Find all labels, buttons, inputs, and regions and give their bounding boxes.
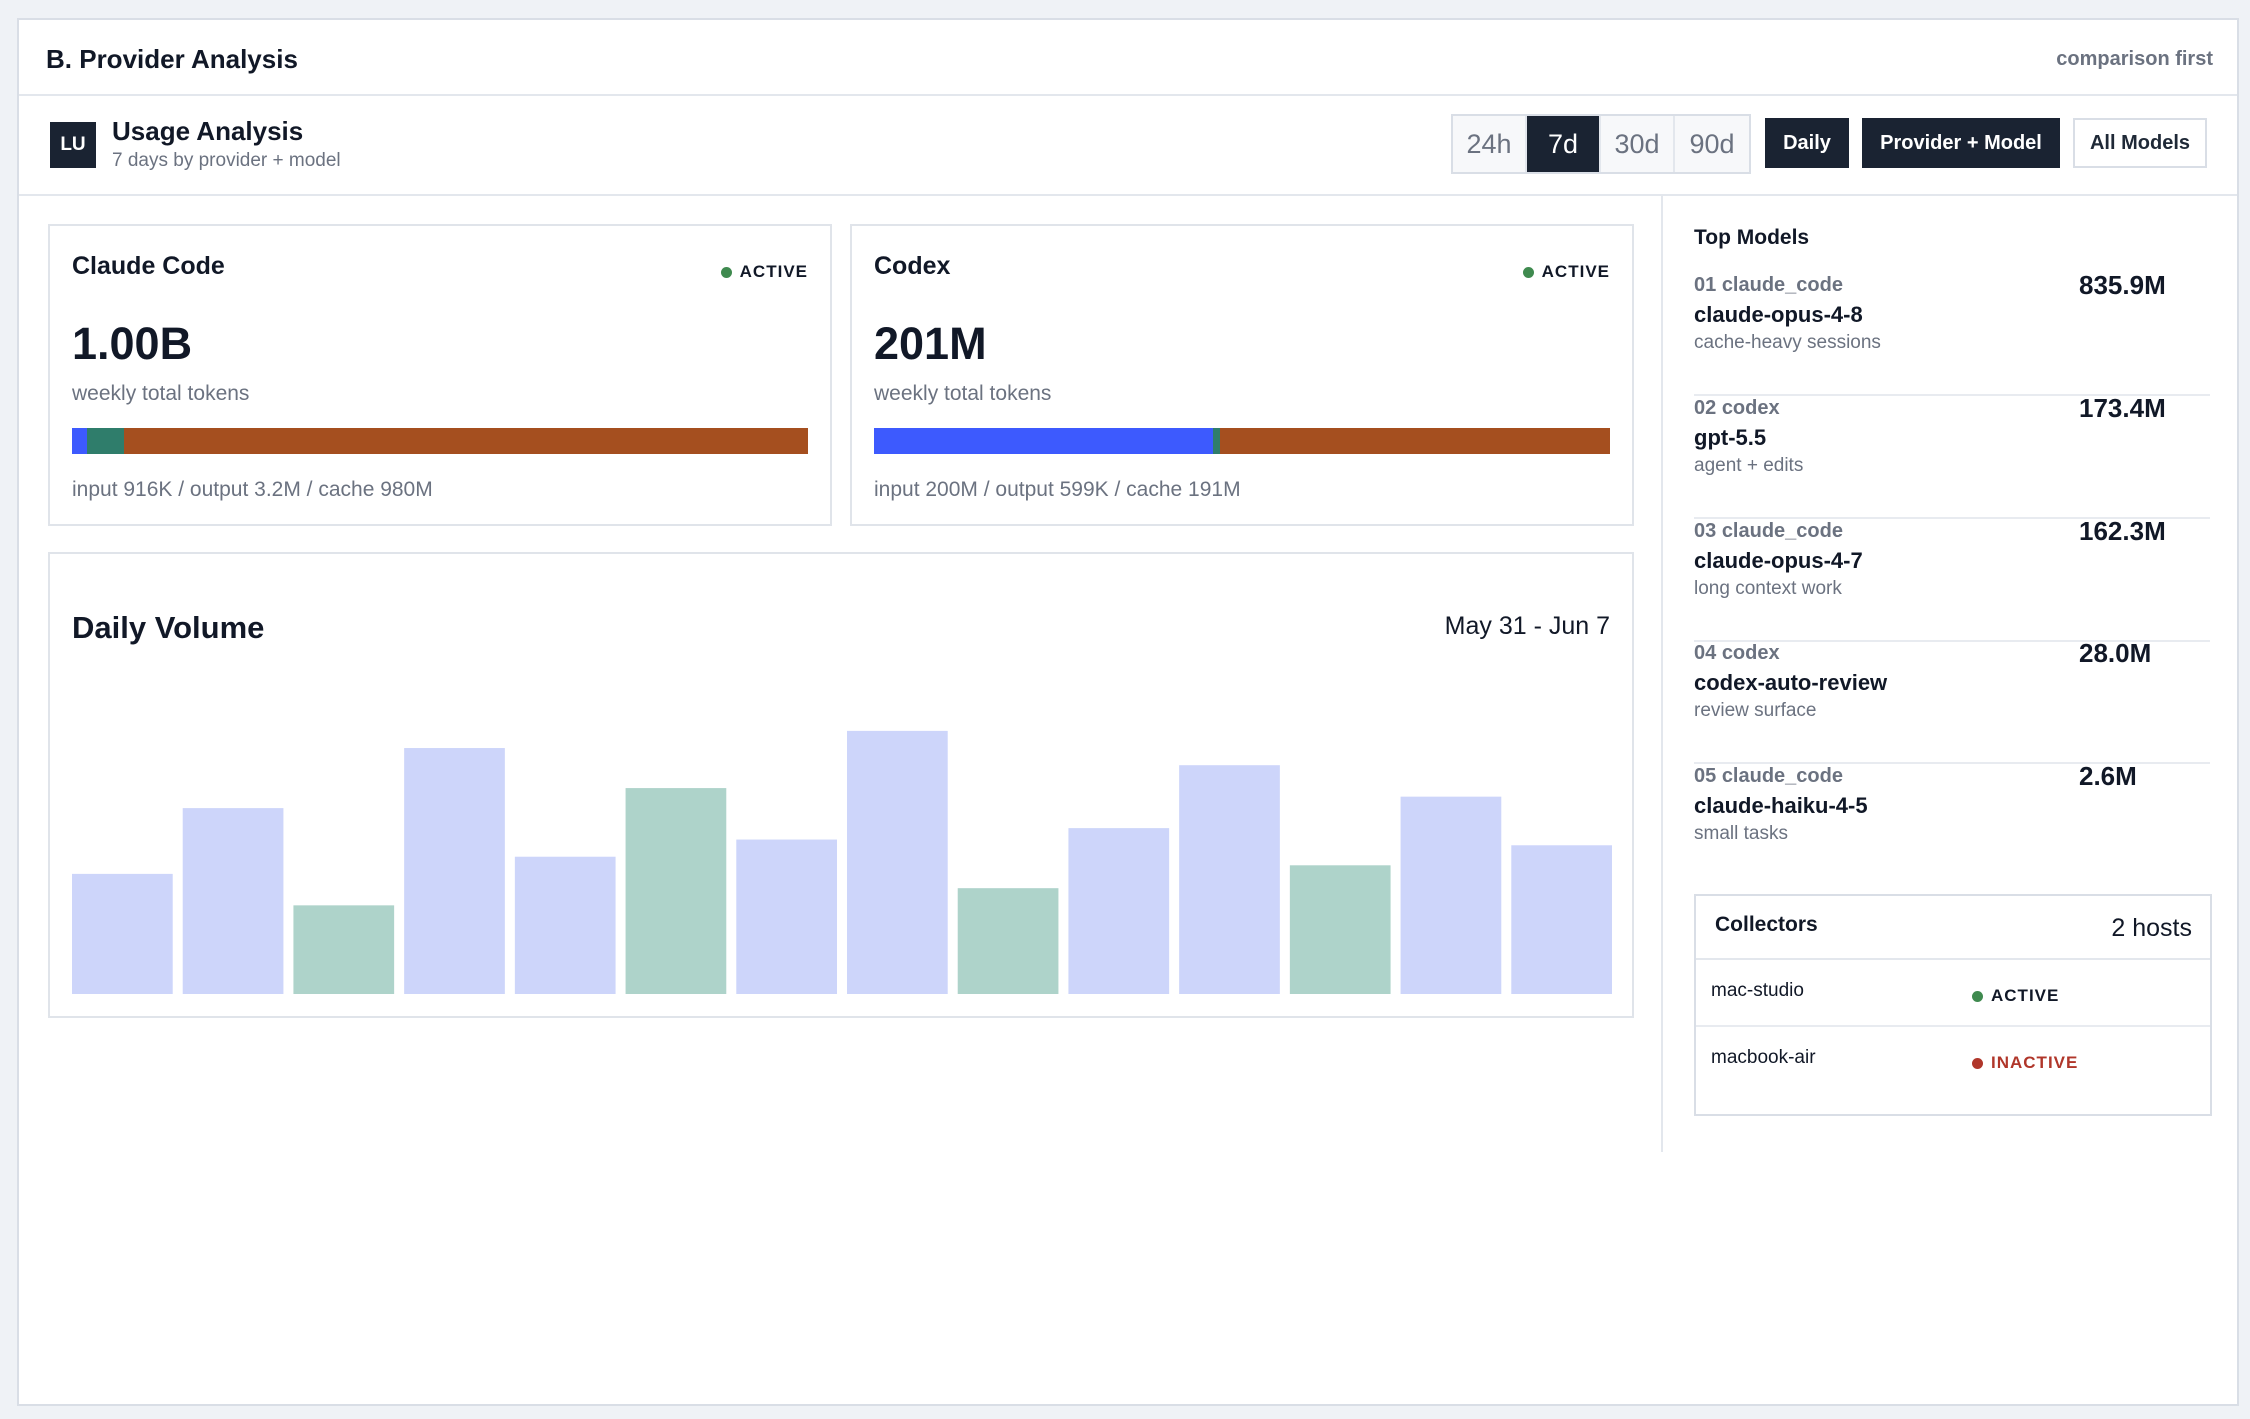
panel-header: B. Provider Analysis comparison first	[19, 20, 2237, 96]
daily-bar[interactable]	[514, 856, 616, 994]
collector-row[interactable]: mac-studio ACTIVE	[1696, 960, 2210, 1027]
model-rank-provider: 01 claude_code	[1694, 274, 1843, 296]
collector-row[interactable]: macbook-air INACTIVE	[1696, 1027, 2210, 1094]
model-tokens: 835.9M	[2079, 270, 2166, 300]
model-desc: review surface	[1694, 700, 1817, 721]
range-30d-button[interactable]: 30d	[1601, 116, 1675, 172]
grouping-button[interactable]: Provider + Model	[1862, 118, 2060, 168]
top-model-item[interactable]: 01 claude_code claude-opus-4-8 cache-hea…	[1694, 270, 2210, 396]
provider-analysis-panel: B. Provider Analysis comparison first LU…	[17, 18, 2239, 1406]
status-label: ACTIVE	[1991, 986, 2060, 1005]
page-subtitle: 7 days by provider + model	[112, 150, 341, 171]
chart-date-range: May 31 - Jun 7	[1444, 612, 1610, 640]
range-7d-button[interactable]: 7d	[1527, 116, 1601, 172]
panel-tag: comparison first	[2056, 48, 2213, 70]
model-desc: small tasks	[1694, 823, 1788, 844]
top-model-item[interactable]: 04 codex codex-auto-review review surfac…	[1694, 638, 2210, 764]
bar-segment-input	[72, 428, 87, 454]
provider-card-codex: Codex ACTIVE 201M weekly total tokens in…	[850, 224, 1634, 526]
daily-bar[interactable]	[1511, 845, 1612, 994]
daily-bar[interactable]	[404, 748, 505, 994]
collector-host: macbook-air	[1711, 1047, 1816, 1068]
model-desc: long context work	[1694, 578, 1842, 599]
model-tokens: 173.4M	[2079, 393, 2166, 423]
provider-total: 1.00B	[72, 318, 193, 369]
token-breakdown: input 200M / output 599K / cache 191M	[874, 478, 1241, 501]
top-model-item[interactable]: 02 codex gpt-5.5 agent + edits 173.4M	[1694, 393, 2210, 519]
model-name: gpt-5.5	[1694, 425, 1767, 450]
token-breakdown: input 916K / output 3.2M / cache 980M	[72, 478, 433, 501]
daily-bar[interactable]	[847, 730, 948, 994]
toolbar: LU Usage Analysis 7 days by provider + m…	[19, 96, 2237, 196]
daily-bar[interactable]	[736, 839, 837, 994]
bar-segment-output	[86, 428, 124, 454]
provider-total: 201M	[874, 318, 987, 369]
collector-status: INACTIVE	[1972, 1053, 2078, 1073]
daily-bar[interactable]	[293, 905, 395, 994]
panel-title: B. Provider Analysis	[46, 44, 298, 74]
page-title: Usage Analysis	[112, 116, 304, 146]
status-badge: ACTIVE	[1522, 262, 1610, 282]
status-dot-icon	[1522, 266, 1534, 278]
collectors-header: Collectors 2 hosts	[1696, 896, 2210, 960]
status-badge: ACTIVE	[720, 262, 808, 282]
model-name: claude-opus-4-7	[1694, 548, 1863, 573]
daily-bar[interactable]	[182, 808, 284, 994]
model-rank-provider: 05 claude_code	[1694, 765, 1843, 787]
provider-card-claude-code: Claude Code ACTIVE 1.00B weekly total to…	[48, 224, 832, 526]
model-name: claude-haiku-4-5	[1694, 793, 1868, 818]
time-range-selector: 24h 7d 30d 90d	[1451, 114, 1751, 174]
status-dot-icon	[1972, 990, 1983, 1002]
daily-volume-chart	[72, 730, 1612, 994]
token-mix-bar	[72, 428, 808, 454]
collectors-count: 2 hosts	[2111, 914, 2192, 942]
model-rank-provider: 03 claude_code	[1694, 520, 1843, 542]
top-model-item[interactable]: 03 claude_code claude-opus-4-7 long cont…	[1694, 516, 2210, 642]
daily-volume-card: Daily Volume May 31 - Jun 7	[48, 552, 1634, 1018]
daily-bar[interactable]	[1068, 828, 1170, 994]
model-name: codex-auto-review	[1694, 670, 1888, 695]
model-tokens: 2.6M	[2079, 761, 2137, 791]
bar-segment-cache	[1219, 428, 1610, 454]
daily-bar[interactable]	[1179, 765, 1280, 994]
model-tokens: 28.0M	[2079, 638, 2152, 668]
collectors-table: Collectors 2 hosts mac-studio ACTIVE mac…	[1694, 894, 2212, 1116]
model-name: claude-opus-4-8	[1694, 302, 1863, 327]
sidebar-divider	[1661, 196, 1663, 1152]
status-label: INACTIVE	[1991, 1053, 2079, 1072]
model-rank-provider: 02 codex	[1694, 397, 1780, 419]
bar-segment-output	[1212, 428, 1220, 454]
status-label: ACTIVE	[1541, 262, 1610, 281]
granularity-button[interactable]: Daily	[1765, 118, 1849, 168]
app-logo: LU	[50, 122, 96, 168]
daily-bar[interactable]	[1400, 796, 1502, 994]
status-dot-icon	[720, 266, 732, 278]
bar-segment-input	[874, 428, 1213, 454]
range-24h-button[interactable]: 24h	[1453, 116, 1527, 172]
model-rank-provider: 04 codex	[1694, 642, 1780, 664]
provider-name: Claude Code	[72, 252, 225, 280]
daily-bar[interactable]	[1289, 865, 1391, 994]
status-label: ACTIVE	[739, 262, 808, 281]
bar-segment-cache	[123, 428, 808, 454]
range-90d-button[interactable]: 90d	[1689, 128, 1735, 159]
top-models-title: Top Models	[1694, 226, 1810, 249]
daily-bar[interactable]	[957, 888, 1059, 994]
provider-total-label: weekly total tokens	[72, 382, 250, 405]
model-tokens: 162.3M	[2079, 516, 2166, 546]
model-filter-button[interactable]: All Models	[2073, 118, 2207, 168]
daily-bar[interactable]	[72, 873, 173, 994]
collector-host: mac-studio	[1711, 980, 1804, 1001]
token-mix-bar	[874, 428, 1610, 454]
provider-total-label: weekly total tokens	[874, 382, 1052, 405]
provider-name: Codex	[874, 252, 951, 280]
chart-title: Daily Volume	[72, 610, 265, 645]
daily-bar[interactable]	[625, 788, 727, 994]
top-model-item[interactable]: 05 claude_code claude-haiku-4-5 small ta…	[1694, 761, 2210, 887]
model-desc: cache-heavy sessions	[1694, 332, 1881, 353]
collectors-title: Collectors	[1715, 913, 1818, 936]
model-desc: agent + edits	[1694, 455, 1804, 476]
collector-status: ACTIVE	[1972, 986, 2059, 1006]
status-dot-icon	[1972, 1057, 1983, 1069]
